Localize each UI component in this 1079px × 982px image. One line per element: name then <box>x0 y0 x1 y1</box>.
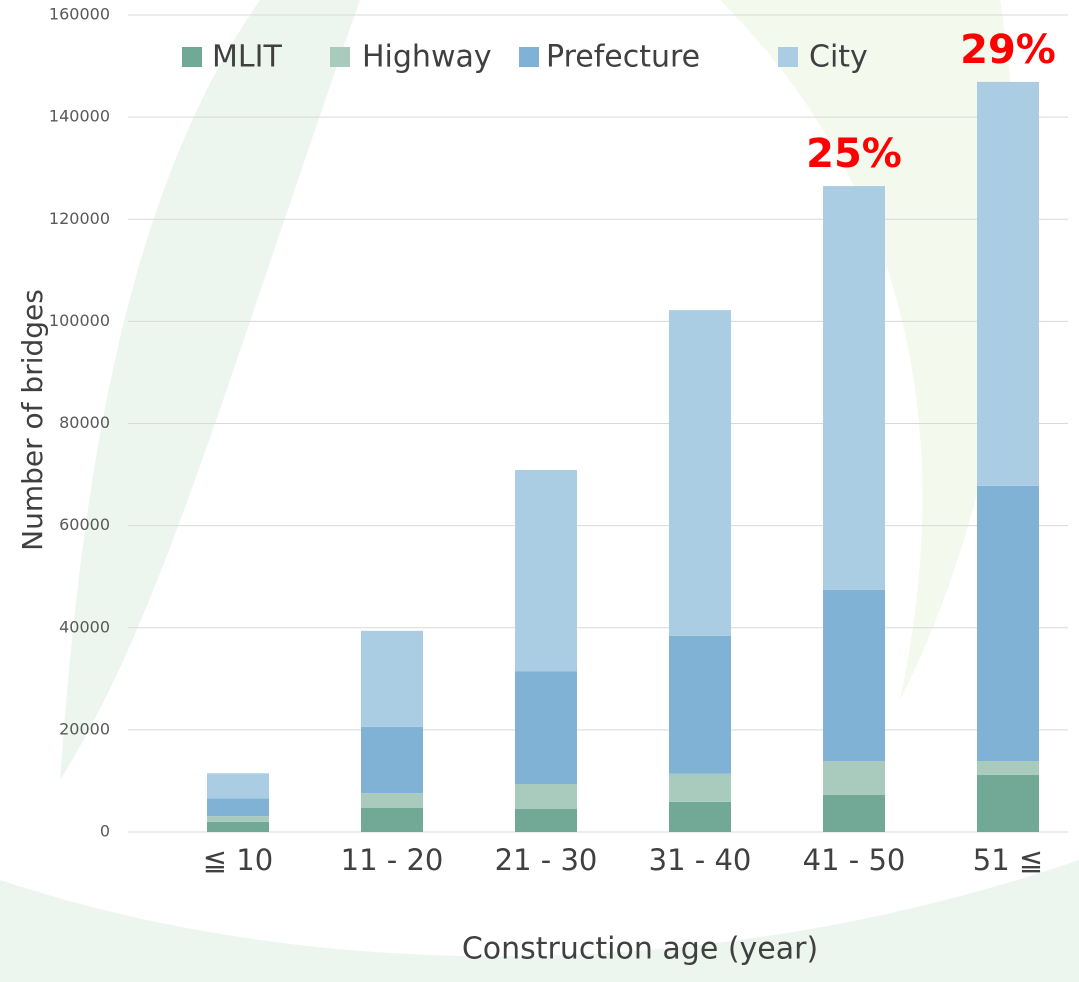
bar-segment <box>823 794 885 832</box>
legend-label: Prefecture <box>546 40 700 75</box>
bar-segment <box>361 808 423 832</box>
y-tick-label: 20000 <box>59 719 110 738</box>
bar-segment <box>977 774 1039 832</box>
legend-swatch <box>182 47 202 67</box>
y-tick-label: 160000 <box>49 5 110 24</box>
bar-segment <box>207 816 269 822</box>
bar-segment <box>669 801 731 832</box>
y-tick-label: 40000 <box>59 617 110 636</box>
bar-segment <box>823 761 885 795</box>
legend-label: MLIT <box>212 40 282 75</box>
x-axis-title: Construction age (year) <box>462 932 818 967</box>
y-tick-label: 80000 <box>59 413 110 432</box>
bar-segment <box>207 821 269 832</box>
bar-segment <box>823 589 885 762</box>
bar-segment <box>361 726 423 794</box>
legend-swatch <box>778 47 798 67</box>
bar-segment <box>515 671 577 785</box>
x-tick-label: 11 - 20 <box>341 843 444 877</box>
bar-segment <box>977 81 1039 486</box>
bar-segment <box>669 635 731 774</box>
legend-label: Highway <box>362 40 492 75</box>
bar-segment <box>669 773 731 802</box>
bar-segment <box>669 310 731 636</box>
y-tick-label: 0 <box>100 822 110 841</box>
legend-swatch <box>519 47 539 67</box>
bar-segment <box>207 798 269 817</box>
bar-segment <box>823 186 885 590</box>
y-tick-label: 100000 <box>49 311 110 330</box>
x-tick-label: 51 ≦ <box>973 843 1043 877</box>
bar-segment <box>207 773 269 799</box>
x-tick-label: ≦ 10 <box>203 843 273 877</box>
bar-segment <box>515 809 577 832</box>
legend-swatch <box>330 47 350 67</box>
bar-segment <box>361 793 423 809</box>
x-tick-label: 41 - 50 <box>803 843 906 877</box>
bar-segment <box>977 761 1039 775</box>
bar-segment <box>361 630 423 727</box>
bar-segment <box>515 784 577 810</box>
bar-segment <box>515 469 577 672</box>
legend-label: City <box>809 40 868 75</box>
y-tick-label: 60000 <box>59 515 110 534</box>
x-tick-label: 31 - 40 <box>649 843 752 877</box>
y-axis-title: Number of bridges <box>16 289 49 551</box>
x-tick-label: 21 - 30 <box>495 843 598 877</box>
bar-segment <box>977 485 1039 762</box>
y-tick-label: 140000 <box>49 107 110 126</box>
y-tick-label: 120000 <box>49 209 110 228</box>
annotation: 25% <box>806 131 902 177</box>
annotation: 29% <box>960 27 1056 73</box>
